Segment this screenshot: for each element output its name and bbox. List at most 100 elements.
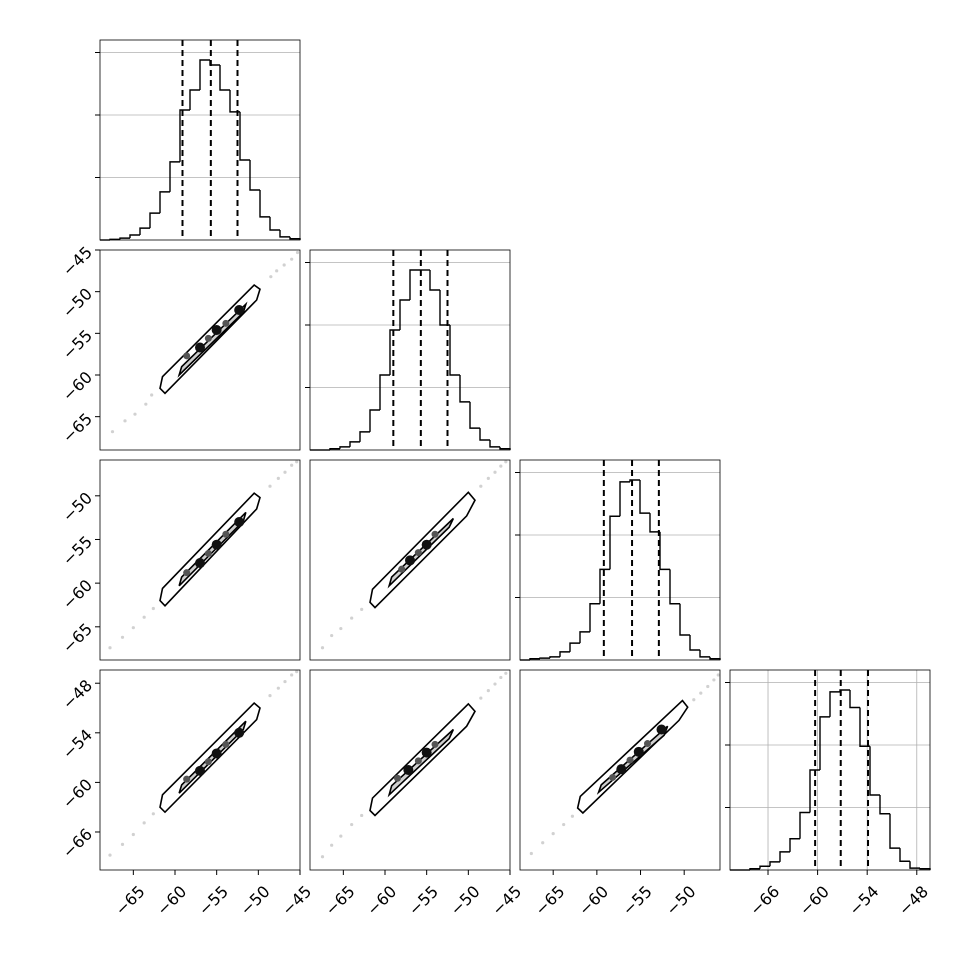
- sample-point: [110, 430, 115, 434]
- density-peak: [204, 758, 212, 766]
- x-tick-label: −55: [619, 882, 656, 919]
- sample-point: [290, 463, 294, 467]
- density-peak: [431, 740, 439, 748]
- hist-step: [489, 440, 500, 448]
- sample-point: [108, 853, 112, 857]
- density-peak: [211, 325, 222, 335]
- sample-point: [350, 822, 354, 827]
- sample-point: [131, 832, 135, 837]
- plot-area: [108, 460, 299, 650]
- hist-step: [769, 861, 780, 867]
- sample-point: [290, 673, 294, 677]
- hist-step: [649, 513, 660, 533]
- hist-step: [409, 269, 420, 300]
- panel-frame: [519, 669, 721, 871]
- hist-step: [379, 374, 390, 410]
- sample-point: [282, 263, 286, 267]
- sample-point: [504, 671, 508, 675]
- hist-step: [909, 861, 920, 869]
- x-tick-label: −65: [111, 882, 148, 919]
- density-peak: [394, 774, 401, 782]
- sample-point: [330, 633, 334, 638]
- hist-step: [789, 838, 800, 852]
- hist-step: [359, 431, 370, 442]
- y-tick-label: −50: [59, 284, 96, 321]
- x-tick-label: −45: [488, 882, 525, 919]
- panel: −45 −50 −55 −60 −65: [59, 243, 301, 451]
- density-peak: [414, 757, 422, 765]
- hist-step: [869, 746, 880, 796]
- y-tick-label: −55: [59, 532, 96, 569]
- hist-step: [449, 325, 460, 376]
- hist-step: [499, 446, 511, 450]
- panel-frame: [99, 249, 301, 451]
- panel: [515, 459, 721, 661]
- hist-step: [289, 236, 301, 240]
- panel-frame: [729, 669, 931, 871]
- hist-step: [819, 716, 830, 770]
- panel: −65 −60 −55 −50 −45: [309, 669, 525, 919]
- hist-step: [829, 691, 840, 717]
- density-peak: [222, 530, 230, 538]
- hist-step: [349, 441, 360, 447]
- sample-point: [486, 476, 490, 480]
- plot-area: [320, 671, 508, 859]
- y-tick-label: −60: [59, 576, 96, 613]
- hist-step: [369, 409, 380, 432]
- sample-point: [151, 606, 155, 611]
- panel: [309, 459, 511, 661]
- sample-point: [529, 851, 533, 856]
- hist-step: [749, 868, 760, 870]
- x-tick-label: −60: [153, 882, 190, 919]
- density-peak: [195, 765, 205, 776]
- hist-step: [429, 270, 440, 291]
- y-tick-label: −48: [59, 676, 96, 713]
- sample-point: [699, 691, 703, 695]
- sample-point: [144, 402, 148, 406]
- density-peak: [211, 539, 222, 550]
- y-tick-label: −65: [59, 619, 96, 656]
- x-tick-label: −66: [746, 882, 783, 919]
- x-tick-label: −50: [662, 882, 699, 919]
- sample-point: [350, 616, 354, 620]
- sample-point: [283, 470, 287, 474]
- sample-point: [339, 834, 343, 838]
- sample-point: [120, 842, 125, 846]
- density-peak: [421, 747, 432, 758]
- hist-step: [119, 237, 130, 240]
- sample-point: [339, 626, 343, 631]
- density-peak: [183, 352, 191, 360]
- sample-point: [360, 813, 364, 818]
- hist-step: [799, 811, 810, 839]
- hist-step: [579, 631, 590, 644]
- hist-step: [849, 690, 860, 709]
- hist-step: [199, 59, 210, 90]
- density-peak: [633, 746, 644, 757]
- hist-step: [539, 657, 550, 659]
- hist-step: [859, 707, 870, 747]
- y-tick-label: −60: [59, 775, 96, 812]
- hist-step: [549, 656, 560, 659]
- sample-point: [283, 679, 287, 684]
- sample-point: [268, 694, 272, 698]
- sample-point: [151, 812, 155, 816]
- sample-point: [493, 470, 497, 474]
- sample-point: [712, 678, 716, 682]
- hist-step: [339, 446, 350, 449]
- hist-step: [329, 448, 340, 450]
- sample-point: [150, 393, 154, 397]
- density-peak: [626, 756, 634, 764]
- hist-step: [129, 234, 140, 239]
- sample-point: [570, 814, 575, 818]
- hist-step: [219, 65, 230, 91]
- hist-step: [679, 603, 690, 636]
- panel: −65 −60 −55 −50 −45−48−54−60−66: [59, 669, 315, 919]
- density-peak: [211, 748, 222, 759]
- hist-step: [159, 191, 170, 214]
- sample-point: [504, 460, 508, 464]
- density-peak: [195, 342, 205, 353]
- hist-step: [889, 813, 900, 849]
- hist-step: [559, 651, 570, 657]
- sample-point: [706, 684, 710, 689]
